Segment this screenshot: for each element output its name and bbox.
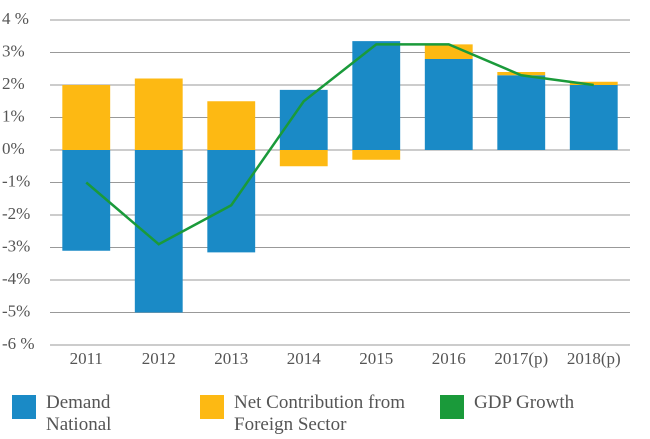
y-tick-label: -2% <box>2 204 30 223</box>
legend-label: GDP Growth <box>474 392 575 413</box>
legend-label: Net Contribution from Foreign Sector <box>234 392 405 435</box>
bar <box>207 150 256 253</box>
bar <box>352 150 401 160</box>
legend-swatch <box>12 395 36 419</box>
bar <box>62 150 111 251</box>
bar <box>424 59 473 150</box>
y-tick-label: -4% <box>2 269 30 288</box>
y-tick-label: 2% <box>2 74 25 93</box>
y-tick-label: -3% <box>2 236 30 255</box>
legend-label: Demand National <box>46 392 112 435</box>
x-tick-label: 2011 <box>70 349 103 368</box>
x-tick-label: 2013 <box>214 349 248 368</box>
bar <box>207 101 256 150</box>
gdp-line <box>85 43 594 246</box>
x-tick-label: 2016 <box>432 349 466 368</box>
legend-item: Net Contribution from Foreign Sector <box>200 392 424 436</box>
bar <box>497 72 546 76</box>
legend-item: GDP Growth <box>440 392 624 419</box>
bar <box>279 150 328 167</box>
x-tick-label: 2012 <box>142 349 176 368</box>
bar <box>497 75 546 150</box>
y-tick-label: 0% <box>2 139 25 158</box>
bar <box>279 89 328 150</box>
legend-swatch <box>440 395 464 419</box>
bar <box>424 44 473 59</box>
y-tick-label: 4 % <box>2 9 29 28</box>
y-tick-label: -1% <box>2 171 30 190</box>
legend-item: Demand National <box>12 392 156 436</box>
bar <box>62 85 111 150</box>
x-tick-label: 2018(p) <box>567 349 621 368</box>
x-tick-label: 2015 <box>359 349 393 368</box>
x-tick-label: 2014 <box>287 349 322 368</box>
bar <box>134 78 183 150</box>
y-tick-label: 1% <box>2 106 25 125</box>
chart: 4 % 3% 2% 1% 0% -1% -2% -3% -4% -5% -6 % 2011 2012 20… <box>2 9 630 368</box>
bar <box>352 41 401 150</box>
y-tick-label: -5% <box>2 301 30 320</box>
bar <box>569 81 618 85</box>
y-tick-label: 3% <box>2 41 25 60</box>
bar <box>569 85 618 150</box>
legend-swatch <box>200 395 224 419</box>
y-tick-label: -6 % <box>2 334 35 353</box>
x-tick-label: 2017(p) <box>494 349 548 368</box>
